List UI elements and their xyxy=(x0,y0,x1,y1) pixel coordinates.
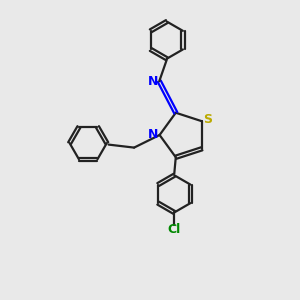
Text: Cl: Cl xyxy=(168,223,181,236)
Text: N: N xyxy=(148,128,158,142)
Text: N: N xyxy=(148,75,158,88)
Text: S: S xyxy=(203,113,212,126)
